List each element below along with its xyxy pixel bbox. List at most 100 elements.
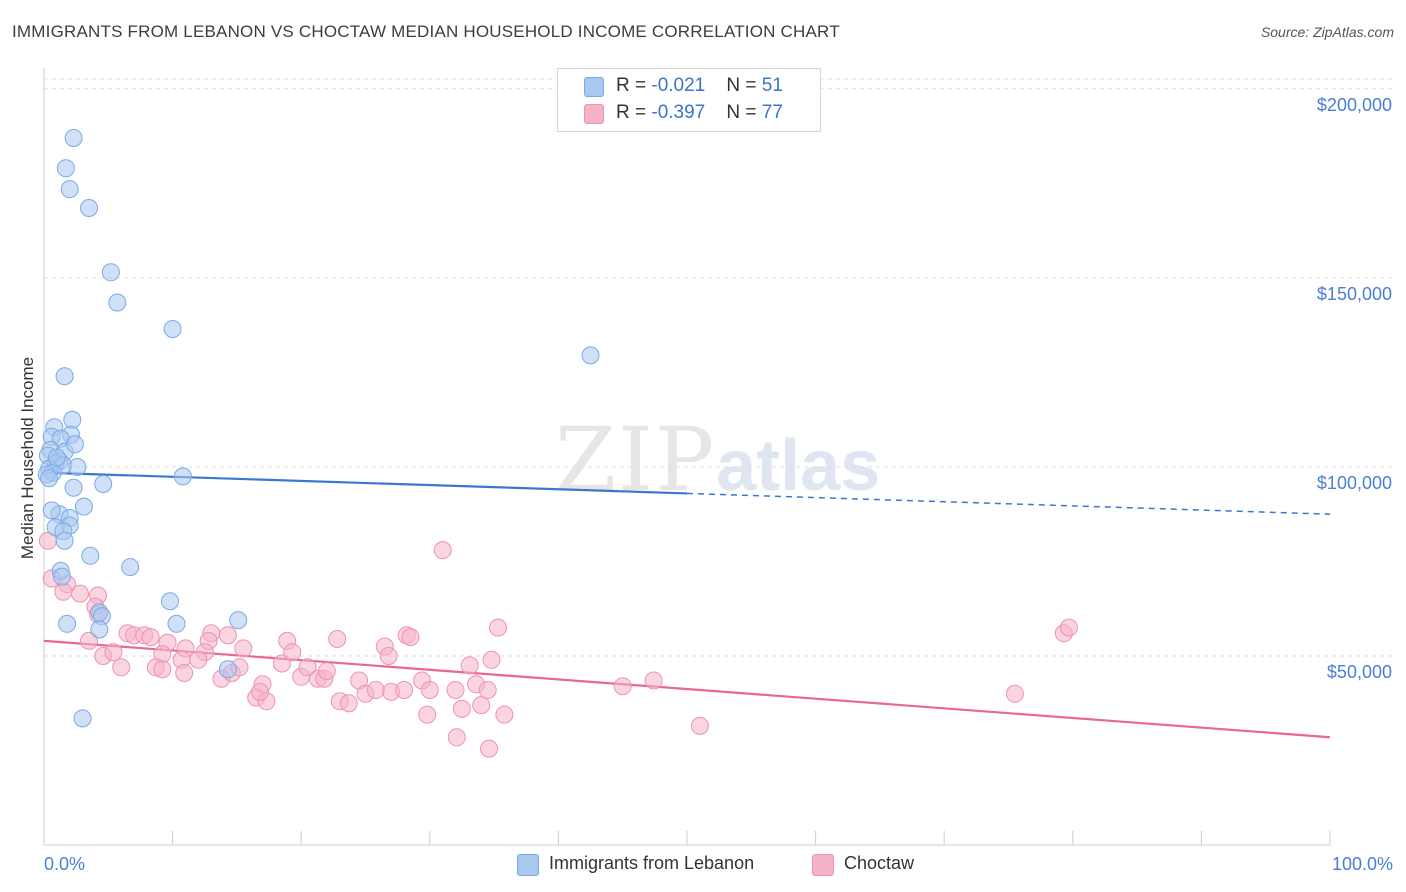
lebanon-point [40,469,59,488]
choctaw-point [420,681,439,699]
lebanon-point [73,709,92,728]
lebanon-point [63,410,82,429]
n-value: 77 [761,102,783,123]
trend-lines [43,471,1331,739]
y-tick-label: $200,000 [1317,95,1392,115]
choctaw-point [460,656,479,675]
lebanon-point [581,346,600,365]
pink-swatch [812,854,834,876]
r-value: -0.021 [651,75,706,96]
r-label: R = [616,75,652,96]
lebanon-point [42,501,61,520]
choctaw-point [644,671,663,690]
y-tick-label: $50,000 [1327,662,1392,682]
lebanon-point [161,592,179,611]
choctaw-point [71,584,89,603]
n-label: N = [726,102,762,123]
choctaw-point [690,716,709,735]
watermark-atlas: atlas [716,426,881,506]
pink-swatch [584,104,604,124]
choctaw-point [1059,618,1078,637]
legend-label: Choctaw [844,853,915,873]
choctaw-point [189,650,208,669]
lebanon-point [173,467,192,486]
choctaw-point [272,654,291,673]
lebanon-point [55,531,74,550]
lebanon-point [108,293,127,312]
source-label: Source: ZipAtlas.com [1260,24,1394,40]
lebanon-point [121,558,140,577]
choctaw-point [234,639,253,658]
grid-lines [44,78,1395,657]
choctaw-point [112,658,131,677]
correlation-legend: R = -0.021 N = 51 R = -0.397 N = 77 [557,68,821,132]
x-tick-label: 100.0% [1332,854,1393,874]
choctaw-point [478,681,497,699]
x-tick-label: 0.0% [44,854,85,874]
choctaw-point [141,628,160,647]
choctaw-point [251,682,269,701]
r-value: -0.397 [651,102,706,123]
lebanon-point [55,367,74,386]
lebanon-point [94,475,113,493]
lebanon-point [58,614,77,633]
y-tick-label: $100,000 [1317,473,1392,493]
choctaw-point [418,705,437,724]
lebanon-point [163,320,182,338]
r-label: R = [616,102,652,123]
chart-title: IMMIGRANTS FROM LEBANON VS CHOCTAW MEDIA… [12,22,840,41]
choctaw-point [80,631,98,650]
n-value: 51 [761,75,783,96]
lebanon-point [229,611,248,630]
choctaw-point [153,660,172,679]
choctaw-point [401,628,420,647]
choctaw-point [1005,684,1024,703]
lebanon-trend-extension [686,492,1331,515]
x-tick-labels: 0.0% 100.0% [44,854,1393,874]
lebanon-point [90,620,109,639]
choctaw-point [175,664,194,682]
choctaw-point [482,650,501,669]
choctaw-point [447,728,466,747]
lebanon-point [56,159,75,178]
choctaw-point [366,681,385,699]
legend-label: Immigrants from Lebanon [549,853,755,873]
choctaw-point [489,618,507,637]
choctaw-point [104,643,123,662]
data-points [37,129,1078,758]
choctaw-point [613,677,632,696]
lebanon-point [80,199,98,217]
y-tick-labels: $50,000 $100,000 $150,000 $200,000 [1317,95,1392,682]
lebanon-point [47,448,66,467]
y-tick-label: $150,000 [1317,284,1392,304]
lebanon-point [64,129,83,147]
choctaw-point [452,699,471,718]
choctaw-point [298,658,317,677]
choctaw-point [480,739,498,758]
choctaw-point [379,647,398,665]
y-axis-label: Median Household Income [18,357,37,559]
blue-swatch [584,77,604,97]
lebanon-point [81,546,100,565]
lebanon-point [64,478,83,497]
lebanon-point [218,660,237,679]
n-label: N = [726,75,762,96]
choctaw-point [328,630,347,648]
choctaw-point [472,696,491,715]
axes [43,68,1331,846]
lebanon-trend-line [43,471,688,495]
choctaw-point [339,694,358,713]
lebanon-point [60,180,79,199]
lebanon-point [65,435,84,454]
lebanon-point [74,497,93,516]
lebanon-point [167,614,186,633]
lebanon-point [101,263,120,282]
blue-swatch [517,854,539,876]
choctaw-point [395,681,414,699]
choctaw-point [54,582,73,601]
choctaw-point [446,681,465,699]
choctaw-point [317,662,336,681]
choctaw-point [433,541,452,560]
choctaw-point [495,705,514,724]
